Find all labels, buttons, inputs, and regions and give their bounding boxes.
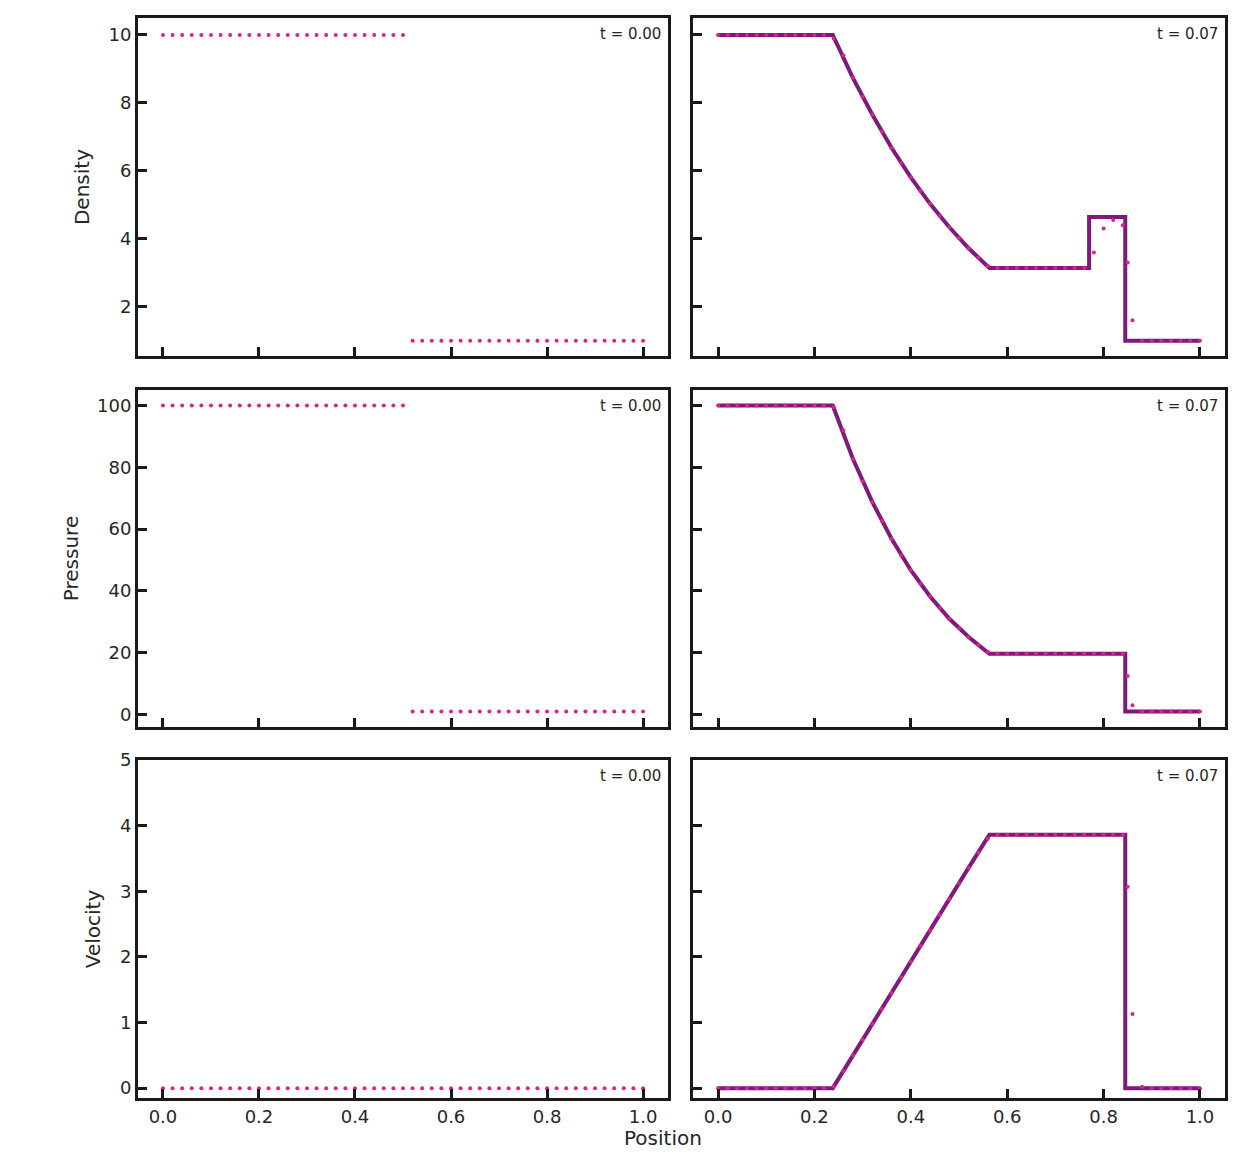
- svg-text:10: 10: [108, 24, 131, 45]
- svg-text:8: 8: [120, 92, 131, 113]
- svg-text:Velocity: Velocity: [81, 890, 105, 969]
- svg-text:0.0: 0.0: [149, 1106, 178, 1127]
- svg-text:4: 4: [120, 228, 131, 249]
- svg-text:0.0: 0.0: [704, 1106, 733, 1127]
- svg-text:1.0: 1.0: [629, 1106, 658, 1127]
- svg-text:1: 1: [120, 1012, 131, 1033]
- svg-text:0.4: 0.4: [341, 1106, 370, 1127]
- svg-text:3: 3: [120, 881, 131, 902]
- svg-text:t = 0.07: t = 0.07: [1157, 25, 1218, 43]
- svg-text:40: 40: [108, 580, 131, 601]
- svg-text:5: 5: [120, 749, 131, 770]
- svg-text:2: 2: [120, 946, 131, 967]
- svg-text:0.2: 0.2: [245, 1106, 274, 1127]
- svg-text:0: 0: [120, 1077, 131, 1098]
- svg-text:4: 4: [120, 815, 131, 836]
- svg-text:0.8: 0.8: [1089, 1106, 1118, 1127]
- svg-text:0: 0: [120, 704, 131, 725]
- svg-text:2: 2: [120, 296, 131, 317]
- svg-text:t = 0.00: t = 0.00: [600, 397, 661, 415]
- svg-text:0.8: 0.8: [533, 1106, 562, 1127]
- svg-text:t = 0.00: t = 0.00: [600, 25, 661, 43]
- svg-text:1.0: 1.0: [1186, 1106, 1215, 1127]
- svg-text:20: 20: [108, 642, 131, 663]
- svg-text:Pressure: Pressure: [59, 516, 83, 601]
- svg-text:t = 0.07: t = 0.07: [1157, 767, 1218, 785]
- svg-text:60: 60: [108, 518, 131, 539]
- svg-text:100: 100: [97, 395, 131, 416]
- svg-text:0.4: 0.4: [896, 1106, 925, 1127]
- svg-text:t = 0.00: t = 0.00: [600, 767, 661, 785]
- svg-text:t = 0.07: t = 0.07: [1157, 397, 1218, 415]
- svg-text:0.2: 0.2: [800, 1106, 829, 1127]
- svg-text:0.6: 0.6: [437, 1106, 466, 1127]
- svg-text:0.6: 0.6: [993, 1106, 1022, 1127]
- svg-text:6: 6: [120, 160, 131, 181]
- svg-text:80: 80: [108, 457, 131, 478]
- svg-text:Density: Density: [70, 149, 94, 225]
- svg-text:Position: Position: [624, 1126, 702, 1150]
